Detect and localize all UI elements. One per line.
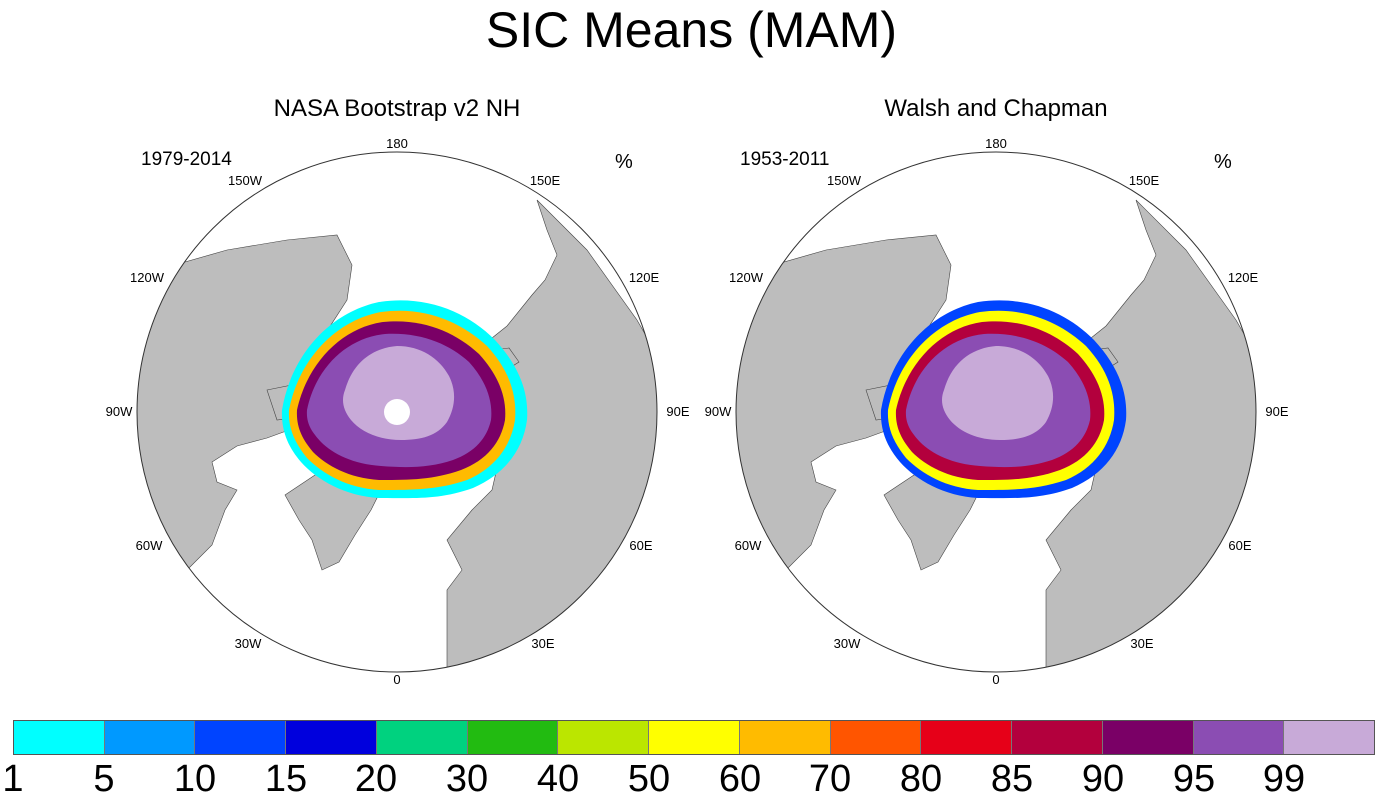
colorbar-label: 10 <box>173 758 217 800</box>
lon-label-120w: 120W <box>130 270 164 285</box>
sea-ice-field <box>281 300 528 499</box>
lon-label-60w: 60W <box>734 538 762 553</box>
lon-label-90e: 90E <box>666 404 690 419</box>
colorbar-box <box>467 721 559 754</box>
colorbar-box <box>1102 721 1194 754</box>
panel-title: NASA Bootstrap v2 NH <box>273 95 521 122</box>
colorbar-label: 30 <box>445 758 489 800</box>
lon-label-150e: 150E <box>1128 173 1160 188</box>
colorbar-label: 5 <box>93 758 115 800</box>
colorbar-label: 20 <box>354 758 398 800</box>
lon-label-120e: 120E <box>628 270 660 285</box>
lon-label-0: 0 <box>393 672 401 687</box>
colorbar-box <box>921 721 1013 754</box>
colorbar-box <box>1284 721 1375 754</box>
lon-label-60e: 60E <box>1228 538 1252 553</box>
ice-zone-99 <box>343 346 455 440</box>
colorbar-label: 40 <box>536 758 580 800</box>
colorbar-label: 90 <box>1081 758 1125 800</box>
colorbar-box <box>1012 721 1103 754</box>
lon-label-120w: 120W <box>729 270 763 285</box>
period-label: 1953-2011 <box>740 149 830 170</box>
colorbar-box <box>558 721 650 754</box>
lon-label-150w: 150W <box>827 173 861 188</box>
lon-label-90w: 90W <box>704 404 732 419</box>
colorbar-box <box>1193 721 1285 754</box>
colorbar-label: 80 <box>899 758 943 800</box>
colorbar-label: 1 <box>2 758 24 800</box>
panel-title: Walsh and Chapman <box>884 95 1108 122</box>
lon-label-180: 180 <box>386 136 408 151</box>
map-boundary <box>735 151 1257 673</box>
colorbar-box <box>739 721 831 754</box>
colorbar-box <box>376 721 468 754</box>
colorbar-label: 60 <box>718 758 762 800</box>
period-label: 1979-2014 <box>141 149 232 170</box>
colorbar-label: 95 <box>1172 758 1216 800</box>
unit-label: % <box>615 151 633 173</box>
main-title: SIC Means (MAM) <box>485 2 898 58</box>
colorbar-label: 99 <box>1262 758 1306 800</box>
lon-label-120e: 120E <box>1227 270 1259 285</box>
lon-label-60w: 60W <box>135 538 163 553</box>
lon-label-30e: 30E <box>1130 636 1154 651</box>
colorbar-box <box>830 721 922 754</box>
lon-label-60e: 60E <box>629 538 653 553</box>
lon-label-30w: 30W <box>234 636 262 651</box>
unit-label: % <box>1214 151 1232 173</box>
lon-label-180: 180 <box>985 136 1007 151</box>
pole-hole <box>384 399 410 425</box>
colorbar-label: 70 <box>808 758 852 800</box>
colorbar-label: 15 <box>264 758 308 800</box>
map-boundary <box>136 151 658 673</box>
colorbar-box <box>195 721 287 754</box>
colorbar-box <box>14 721 105 754</box>
sea-ice-field <box>880 300 1127 499</box>
lon-label-150w: 150W <box>228 173 262 188</box>
lon-label-150e: 150E <box>529 173 561 188</box>
lon-label-0: 0 <box>992 672 1000 687</box>
polar-map <box>136 151 658 673</box>
colorbar <box>13 720 1375 755</box>
colorbar-box <box>286 721 377 754</box>
colorbar-box <box>649 721 740 754</box>
colorbar-label: 85 <box>990 758 1034 800</box>
panel-nasa-bootstrap: NASA Bootstrap v2 NH 1979-2014 % 180 150… <box>106 90 690 690</box>
lon-label-30w: 30W <box>833 636 861 651</box>
lon-label-90e: 90E <box>1265 404 1289 419</box>
ice-zone-99 <box>942 346 1054 440</box>
lon-label-90w: 90W <box>105 404 133 419</box>
polar-map <box>735 151 1257 673</box>
colorbar-box <box>104 721 196 754</box>
panel-walsh-chapman: Walsh and Chapman 1953-2011 % 180 150E 1… <box>705 90 1289 690</box>
lon-label-30e: 30E <box>531 636 555 651</box>
colorbar-label: 50 <box>627 758 671 800</box>
